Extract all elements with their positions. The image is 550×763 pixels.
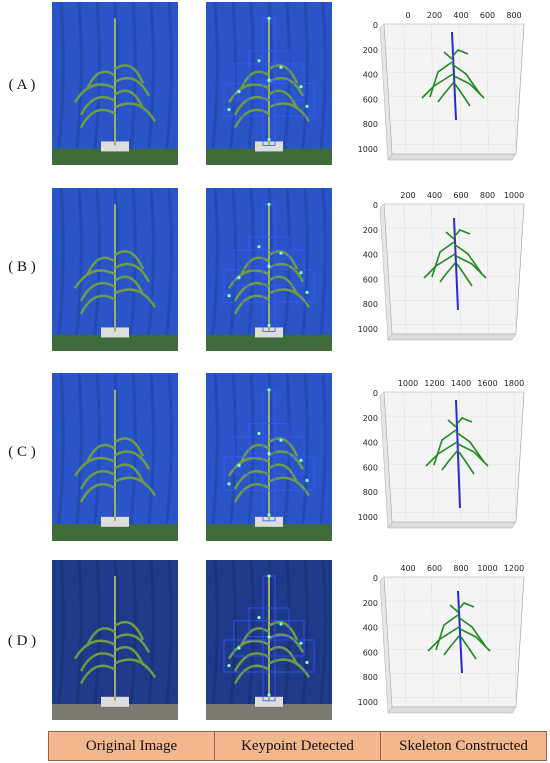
y-tick-label: 800 xyxy=(363,300,378,309)
y-tick-label: 200 xyxy=(363,599,378,608)
row-label-a: ( A ) xyxy=(8,77,36,93)
y-tick-label: 400 xyxy=(363,624,378,633)
x-tick-label: 1000 xyxy=(398,379,418,388)
skeleton-leaf xyxy=(447,419,457,428)
y-tick-label: 0 xyxy=(373,574,378,583)
caption-keypoint-detected: Keypoint Detected xyxy=(215,732,381,760)
skeleton-leaf xyxy=(425,441,458,467)
skeleton-leaf xyxy=(443,634,461,656)
skeleton-leaf xyxy=(451,63,481,95)
x-tick-label: 600 xyxy=(480,11,495,20)
skeleton-plot-d: 400 600 800 1000 1200 0 200 400 600 800 1000 xyxy=(356,555,534,723)
x-tick-label: 1200 xyxy=(504,564,524,573)
row-label-d: ( D ) xyxy=(7,633,37,649)
skeleton-leaf xyxy=(456,263,473,287)
y-tick-label: 0 xyxy=(373,389,378,398)
y-tick-label: 600 xyxy=(363,95,378,104)
y-tick-label: 800 xyxy=(363,673,378,682)
y-tick-label: 0 xyxy=(373,201,378,210)
x-tick-label: 800 xyxy=(453,564,468,573)
x-tick-label: 1000 xyxy=(477,564,497,573)
column-caption-bar: Original Image Keypoint Detected Skeleto… xyxy=(48,731,547,761)
y-tick-label: 600 xyxy=(363,275,378,284)
x-tick-label: 400 xyxy=(400,564,415,573)
y-tick-label: 200 xyxy=(363,226,378,235)
x-tick-label: 1000 xyxy=(504,191,524,200)
skeleton-leaf xyxy=(457,443,489,467)
keypoint-image-a xyxy=(206,2,332,165)
y-tick-label: 1000 xyxy=(358,698,378,707)
skeleton-leaf xyxy=(431,241,455,278)
x-tick-label: 1400 xyxy=(451,379,471,388)
skeleton-leaf xyxy=(455,417,473,426)
keypoint-image-c xyxy=(206,373,332,541)
skeleton-leaf xyxy=(459,628,491,652)
skeleton-leaf xyxy=(427,626,460,652)
x-tick-label: 800 xyxy=(506,11,521,20)
y-tick-label: 400 xyxy=(363,439,378,448)
skeleton-stem xyxy=(457,590,463,674)
skeleton-leaf xyxy=(443,51,453,60)
skeleton-leaf xyxy=(423,253,456,279)
skeleton-stem xyxy=(455,399,461,509)
skeleton-leaf xyxy=(455,255,487,279)
skeleton-stem xyxy=(453,217,459,311)
caption-skeleton-constructed: Skeleton Constructed xyxy=(381,732,546,760)
keypoint-image-d xyxy=(206,560,332,720)
original-image-a xyxy=(52,2,178,165)
skeleton-leaf xyxy=(445,231,455,240)
skeleton-leaf xyxy=(441,449,459,471)
skeleton-leaf xyxy=(460,636,477,660)
y-tick-label: 200 xyxy=(363,414,378,423)
x-tick-label: 1600 xyxy=(477,379,497,388)
y-tick-label: 600 xyxy=(363,463,378,472)
skeleton-leaf xyxy=(457,602,475,611)
skeleton-leaf xyxy=(449,604,459,613)
x-tick-label: 600 xyxy=(427,564,442,573)
y-tick-label: 600 xyxy=(363,648,378,657)
skeleton-leaf xyxy=(453,229,471,238)
x-tick-label: 200 xyxy=(427,11,442,20)
y-tick-label: 0 xyxy=(373,21,378,30)
original-image-b xyxy=(52,188,178,351)
x-tick-label: 1800 xyxy=(504,379,524,388)
original-image-d xyxy=(52,560,178,720)
skeleton-leaf xyxy=(453,243,483,275)
original-image-c xyxy=(52,373,178,541)
skeleton-leaf xyxy=(455,431,485,463)
y-tick-label: 400 xyxy=(363,251,378,260)
skeleton-leaf xyxy=(451,49,469,58)
x-tick-label: 200 xyxy=(400,191,415,200)
y-tick-label: 1000 xyxy=(358,325,378,334)
skeleton-leaf xyxy=(435,614,459,651)
skeleton-leaf xyxy=(429,61,453,98)
skeleton-leaf xyxy=(457,616,487,648)
skeleton-leaf xyxy=(458,451,475,475)
y-tick-label: 800 xyxy=(363,120,378,129)
skeleton-leaf xyxy=(453,75,485,99)
skeleton-plot-b: 200 400 600 800 1000 0 200 400 600 800 1000 xyxy=(356,182,534,350)
row-label-c: ( C ) xyxy=(8,444,36,460)
caption-original-image: Original Image xyxy=(49,732,215,760)
x-tick-label: 600 xyxy=(453,191,468,200)
x-tick-label: 0 xyxy=(405,11,410,20)
y-tick-label: 1000 xyxy=(358,145,378,154)
keypoint-image-b xyxy=(206,188,332,351)
skeleton-leaf xyxy=(433,429,457,466)
row-label-b: ( B ) xyxy=(8,259,36,275)
skeleton-leaf xyxy=(439,261,457,283)
x-tick-label: 800 xyxy=(480,191,495,200)
y-tick-label: 800 xyxy=(363,488,378,497)
y-tick-label: 400 xyxy=(363,71,378,80)
skeleton-plot-c: 1000 1200 1400 1600 1800 0 200 400 600 800 1000 xyxy=(356,370,534,538)
skeleton-leaf xyxy=(454,83,471,107)
x-tick-label: 400 xyxy=(453,11,468,20)
x-tick-label: 1200 xyxy=(424,379,444,388)
x-tick-label: 400 xyxy=(427,191,442,200)
y-tick-label: 200 xyxy=(363,46,378,55)
skeleton-plot-a: 0 200 400 600 800 0 200 400 600 800 1000 xyxy=(356,2,534,170)
skeleton-leaf xyxy=(437,81,455,103)
y-tick-label: 1000 xyxy=(358,513,378,522)
skeleton-leaf xyxy=(421,73,454,99)
